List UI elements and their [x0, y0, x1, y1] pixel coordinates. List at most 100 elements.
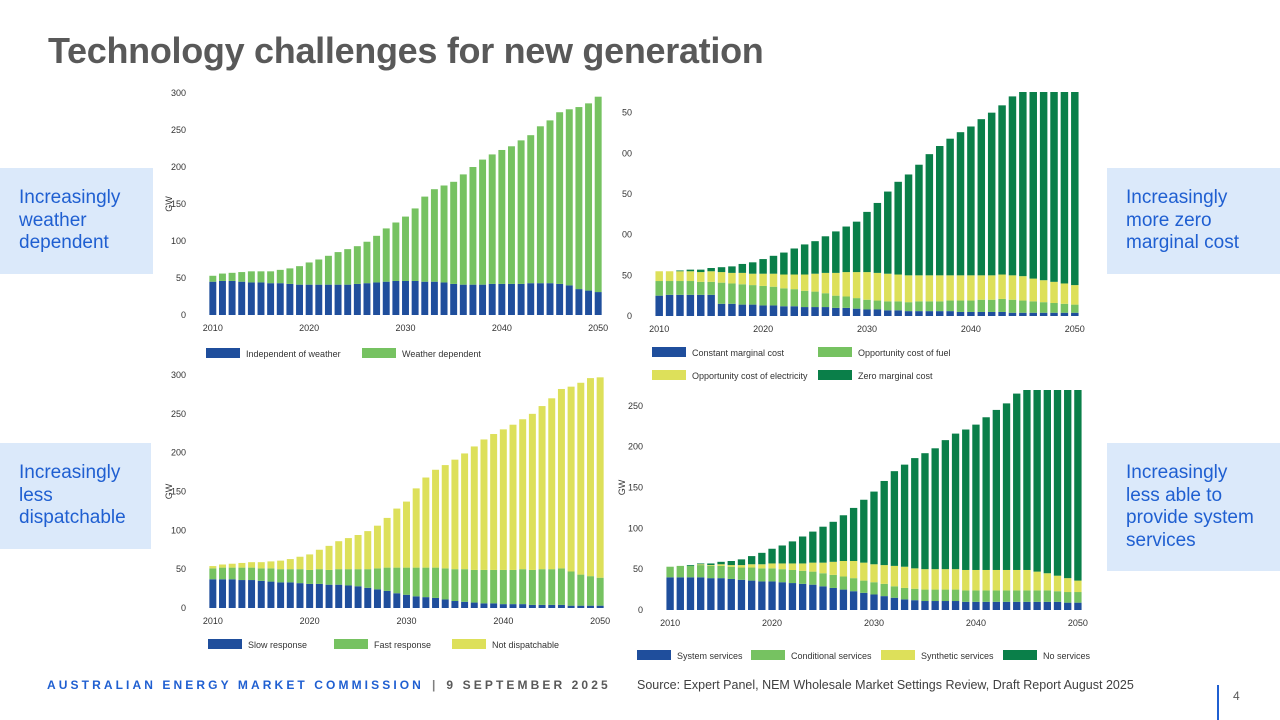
bar-segment [219, 579, 227, 608]
bar-segment [276, 283, 284, 315]
bar-segment [479, 284, 487, 315]
bar-segment [686, 271, 695, 282]
bar-segment [821, 236, 830, 273]
bar-segment [935, 301, 944, 312]
bar-segment [517, 283, 525, 315]
bar-segment [832, 231, 840, 273]
bar-segment [998, 274, 1006, 299]
callout-line: Increasingly [19, 462, 121, 483]
y-tick-label: 150 [622, 189, 632, 199]
bar-segment [717, 282, 726, 304]
bar-segment [508, 283, 515, 315]
bar-segment [1002, 601, 1011, 610]
bar-segment [768, 548, 776, 564]
callout-line: less able to [1126, 484, 1223, 506]
bar-segment [832, 307, 840, 316]
bar-segment [967, 126, 975, 276]
bar-segment [921, 601, 929, 610]
bar-segment [209, 281, 217, 315]
bar-segment [461, 569, 469, 602]
source-note: Source: Expert Panel, NEM Wholesale Mark… [637, 678, 1134, 692]
bar-segment [519, 569, 527, 605]
bar-segment [1060, 312, 1069, 316]
bar-segment [758, 564, 766, 569]
y-tick-label: 50 [176, 564, 186, 574]
legend-label: Weather dependent [402, 349, 481, 359]
bar-segment [277, 582, 285, 608]
callout-zero-marginal-cost: Increasingly more zero marginal cost [1107, 168, 1280, 274]
bar-segment [880, 583, 888, 597]
bar-segment [884, 191, 892, 274]
bar-segment [286, 559, 294, 570]
legend-label: Zero marginal cost [858, 371, 933, 381]
bar-segment [977, 311, 986, 316]
bar-segment [863, 309, 871, 316]
bar-segment [459, 174, 467, 285]
bar-segment [403, 501, 410, 568]
bar-segment [863, 211, 871, 273]
bar-segment [829, 587, 837, 610]
bar-segment [373, 235, 381, 283]
bar-segment [972, 590, 980, 602]
legend-swatch [334, 639, 368, 649]
bar-segment [586, 605, 594, 608]
bar-segment [1050, 92, 1058, 282]
bar-segment [1033, 601, 1041, 610]
legend-label: Slow response [248, 640, 307, 650]
bar-segment [373, 525, 381, 569]
bar-segment [717, 303, 726, 316]
bar-segment [686, 269, 695, 272]
bar-segment [334, 252, 342, 285]
bar-segment [911, 588, 919, 601]
bar-segment [941, 440, 950, 570]
bar-segment [451, 459, 459, 570]
y-axis-label: GW [617, 479, 627, 495]
bar-segment [257, 580, 265, 608]
bar-segment [296, 284, 303, 315]
bar-segment [335, 541, 343, 570]
bar-segment [1053, 591, 1062, 602]
x-tick-label: 2030 [864, 618, 884, 628]
bar-segment [686, 281, 695, 295]
legend-label: Fast response [374, 640, 431, 650]
bar-segment [546, 120, 554, 284]
x-tick-label: 2010 [660, 618, 680, 628]
bar-segment [884, 301, 892, 311]
bar-segment [758, 581, 766, 610]
bar-segment [956, 275, 965, 301]
bar-segment [1050, 312, 1058, 316]
bar-segment [946, 311, 954, 316]
bar-segment [567, 605, 575, 608]
y-tick-label: 150 [171, 487, 186, 497]
bar-segment [498, 283, 506, 315]
bar-segment [1074, 390, 1082, 581]
bar-segment [665, 271, 674, 282]
bar-segment [870, 594, 878, 610]
bar-segment [992, 590, 1001, 602]
bar-segment [519, 419, 527, 570]
bar-segment [567, 386, 575, 572]
bar-segment [247, 282, 255, 315]
bar-segment [860, 592, 868, 610]
bar-segment [821, 293, 830, 308]
bar-segment [411, 208, 419, 281]
bar-segment [1074, 602, 1082, 610]
bar-segment [1060, 303, 1069, 313]
bar-segment [565, 285, 573, 315]
bar-segment [707, 271, 715, 282]
bar-segment [992, 409, 1001, 570]
bar-segment [1071, 312, 1079, 316]
bar-segment [811, 241, 819, 274]
bar-segment [363, 283, 371, 315]
bar-segment [499, 429, 507, 570]
bar-segment [585, 290, 593, 315]
bar-segment [707, 578, 715, 610]
bar-segment [977, 299, 986, 312]
bar-segment [509, 569, 517, 605]
bar-segment [863, 272, 871, 300]
footer-date: 9 SEPTEMBER 2025 [446, 678, 611, 692]
bar-segment [344, 569, 352, 586]
bar-segment [430, 189, 438, 282]
bar-segment [747, 564, 756, 568]
bar-segment [373, 568, 381, 590]
